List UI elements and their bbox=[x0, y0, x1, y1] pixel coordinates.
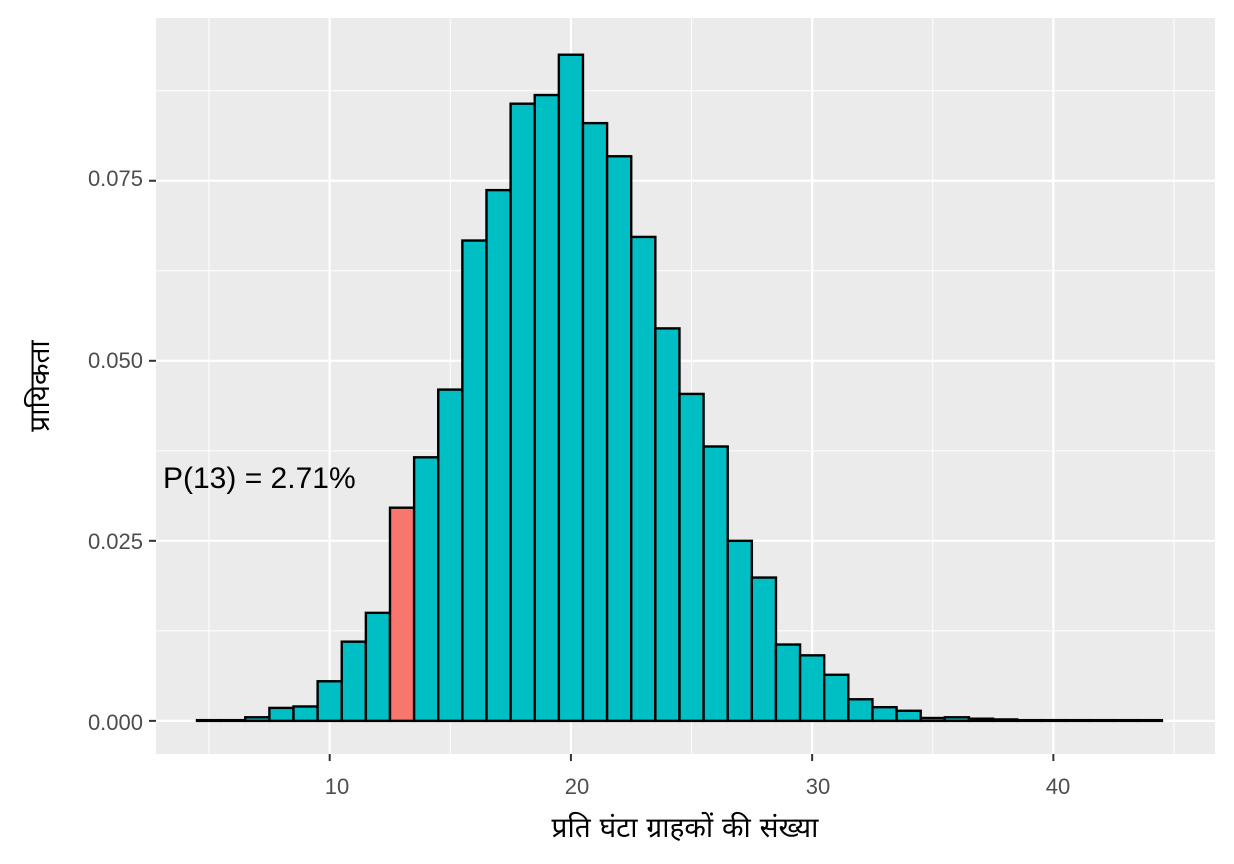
x-tick-label-20: 20 bbox=[565, 774, 589, 799]
bar-21 bbox=[581, 121, 609, 723]
bar-29 bbox=[774, 643, 802, 723]
bar-30 bbox=[798, 654, 826, 723]
x-axis: 10 20 30 40 bbox=[325, 754, 1070, 799]
bar-33 bbox=[871, 705, 898, 723]
bar-36 bbox=[943, 716, 971, 723]
bar-highlighted-13 bbox=[388, 506, 416, 723]
bar-15 bbox=[437, 388, 464, 723]
bar-42 bbox=[1088, 718, 1115, 723]
y-tick-label-3: 0.075 bbox=[88, 166, 143, 191]
y-axis: 0.000 0.025 0.050 0.075 bbox=[88, 166, 156, 735]
y-axis-title: प्रायिकता bbox=[23, 340, 56, 432]
bar-39 bbox=[1015, 718, 1043, 723]
y-tick-label-2: 0.050 bbox=[88, 348, 143, 373]
bar-43 bbox=[1112, 718, 1140, 723]
bar-23 bbox=[630, 235, 657, 723]
bar-7 bbox=[244, 716, 271, 723]
bar-12 bbox=[364, 611, 392, 723]
bar-37 bbox=[967, 717, 995, 723]
bar-22 bbox=[605, 155, 633, 723]
bar-34 bbox=[895, 709, 922, 723]
bar-35 bbox=[919, 716, 947, 723]
bar-8 bbox=[268, 706, 295, 723]
bar-20 bbox=[557, 53, 585, 723]
y-tick-label-0: 0.000 bbox=[88, 710, 143, 735]
bar-19 bbox=[533, 93, 561, 723]
bar-9 bbox=[292, 705, 319, 723]
bar-27 bbox=[726, 539, 754, 723]
bar-16 bbox=[461, 239, 488, 723]
bars bbox=[195, 53, 1164, 723]
probability-annotation: P(13) = 2.71% bbox=[163, 462, 356, 495]
bar-5 bbox=[195, 718, 223, 723]
x-tick-label-10: 10 bbox=[325, 774, 349, 799]
x-axis-title: प्रति घंटा ग्राहकों की संख्या bbox=[552, 811, 820, 844]
bar-17 bbox=[485, 188, 512, 723]
bar-31 bbox=[823, 673, 850, 723]
bar-44 bbox=[1136, 718, 1164, 723]
bar-38 bbox=[991, 718, 1019, 723]
x-tick-label-40: 40 bbox=[1046, 774, 1070, 799]
bar-11 bbox=[340, 640, 368, 723]
bar-32 bbox=[847, 698, 874, 723]
bar-24 bbox=[654, 327, 681, 723]
y-tick-label-1: 0.025 bbox=[88, 529, 143, 554]
bar-25 bbox=[678, 392, 705, 723]
bar-6 bbox=[219, 718, 247, 723]
bar-14 bbox=[412, 456, 440, 723]
bar-26 bbox=[702, 445, 729, 723]
bar-40 bbox=[1040, 718, 1067, 723]
x-tick-label-30: 30 bbox=[806, 774, 830, 799]
bar-10 bbox=[316, 680, 343, 723]
bar-18 bbox=[509, 102, 536, 723]
bar-28 bbox=[750, 576, 778, 723]
bar-41 bbox=[1064, 718, 1091, 723]
